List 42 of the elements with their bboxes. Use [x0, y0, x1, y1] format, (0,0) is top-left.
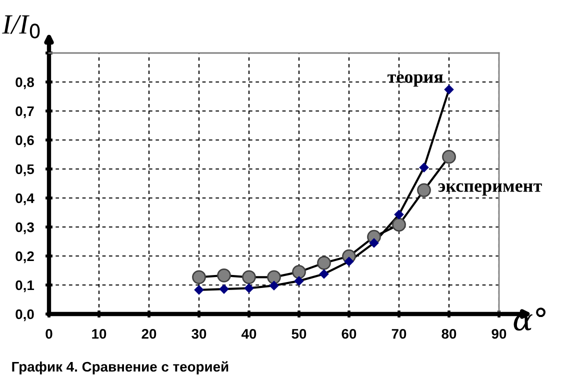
x-tick-label: 30 — [192, 328, 206, 339]
x-tick-label: 20 — [142, 328, 156, 339]
y-tick-label: 0,5 — [16, 164, 34, 176]
point — [192, 270, 206, 284]
point — [317, 256, 331, 270]
y-tick-label: 0,6 — [16, 135, 34, 148]
y-tick-label: 0,1 — [16, 280, 34, 292]
x-tick-label: 50 — [292, 328, 306, 339]
x-tick-label: 0 — [46, 328, 52, 339]
point — [392, 218, 406, 232]
y-tick-label: 0,7 — [16, 106, 34, 118]
y-tick-label: 0,4 — [16, 193, 34, 206]
text: График 4. Сравнение с теорией — [12, 361, 228, 374]
point — [292, 265, 306, 279]
point — [442, 150, 456, 164]
point — [242, 270, 256, 284]
y-tick-label: 0,3 — [16, 222, 34, 234]
point — [217, 268, 231, 282]
x-tick-label: 80 — [442, 328, 456, 339]
point — [194, 285, 204, 295]
point — [394, 210, 404, 220]
series-label: эксперимент — [438, 183, 542, 196]
point — [319, 269, 329, 279]
y-axis-title: I/I$_{0}$ — [2, 15, 40, 38]
y-tick-label: 0,8 — [16, 77, 34, 90]
point — [417, 183, 431, 198]
x-tick-label: 10 — [92, 328, 106, 339]
point — [244, 284, 254, 293]
point — [267, 270, 281, 284]
y-tick-label: 0,0 — [16, 309, 34, 322]
x-tick-label: 40 — [241, 328, 256, 339]
point — [444, 84, 454, 94]
y-tick-label: 0,2 — [16, 251, 34, 264]
x-tick-label: 60 — [342, 328, 356, 339]
x-tick-label: 70 — [392, 328, 406, 339]
point — [344, 256, 354, 266]
x-tick-label: 90 — [492, 328, 506, 339]
point — [419, 162, 429, 172]
point — [219, 284, 229, 294]
point — [294, 276, 304, 286]
point — [369, 238, 379, 248]
point — [269, 280, 279, 290]
